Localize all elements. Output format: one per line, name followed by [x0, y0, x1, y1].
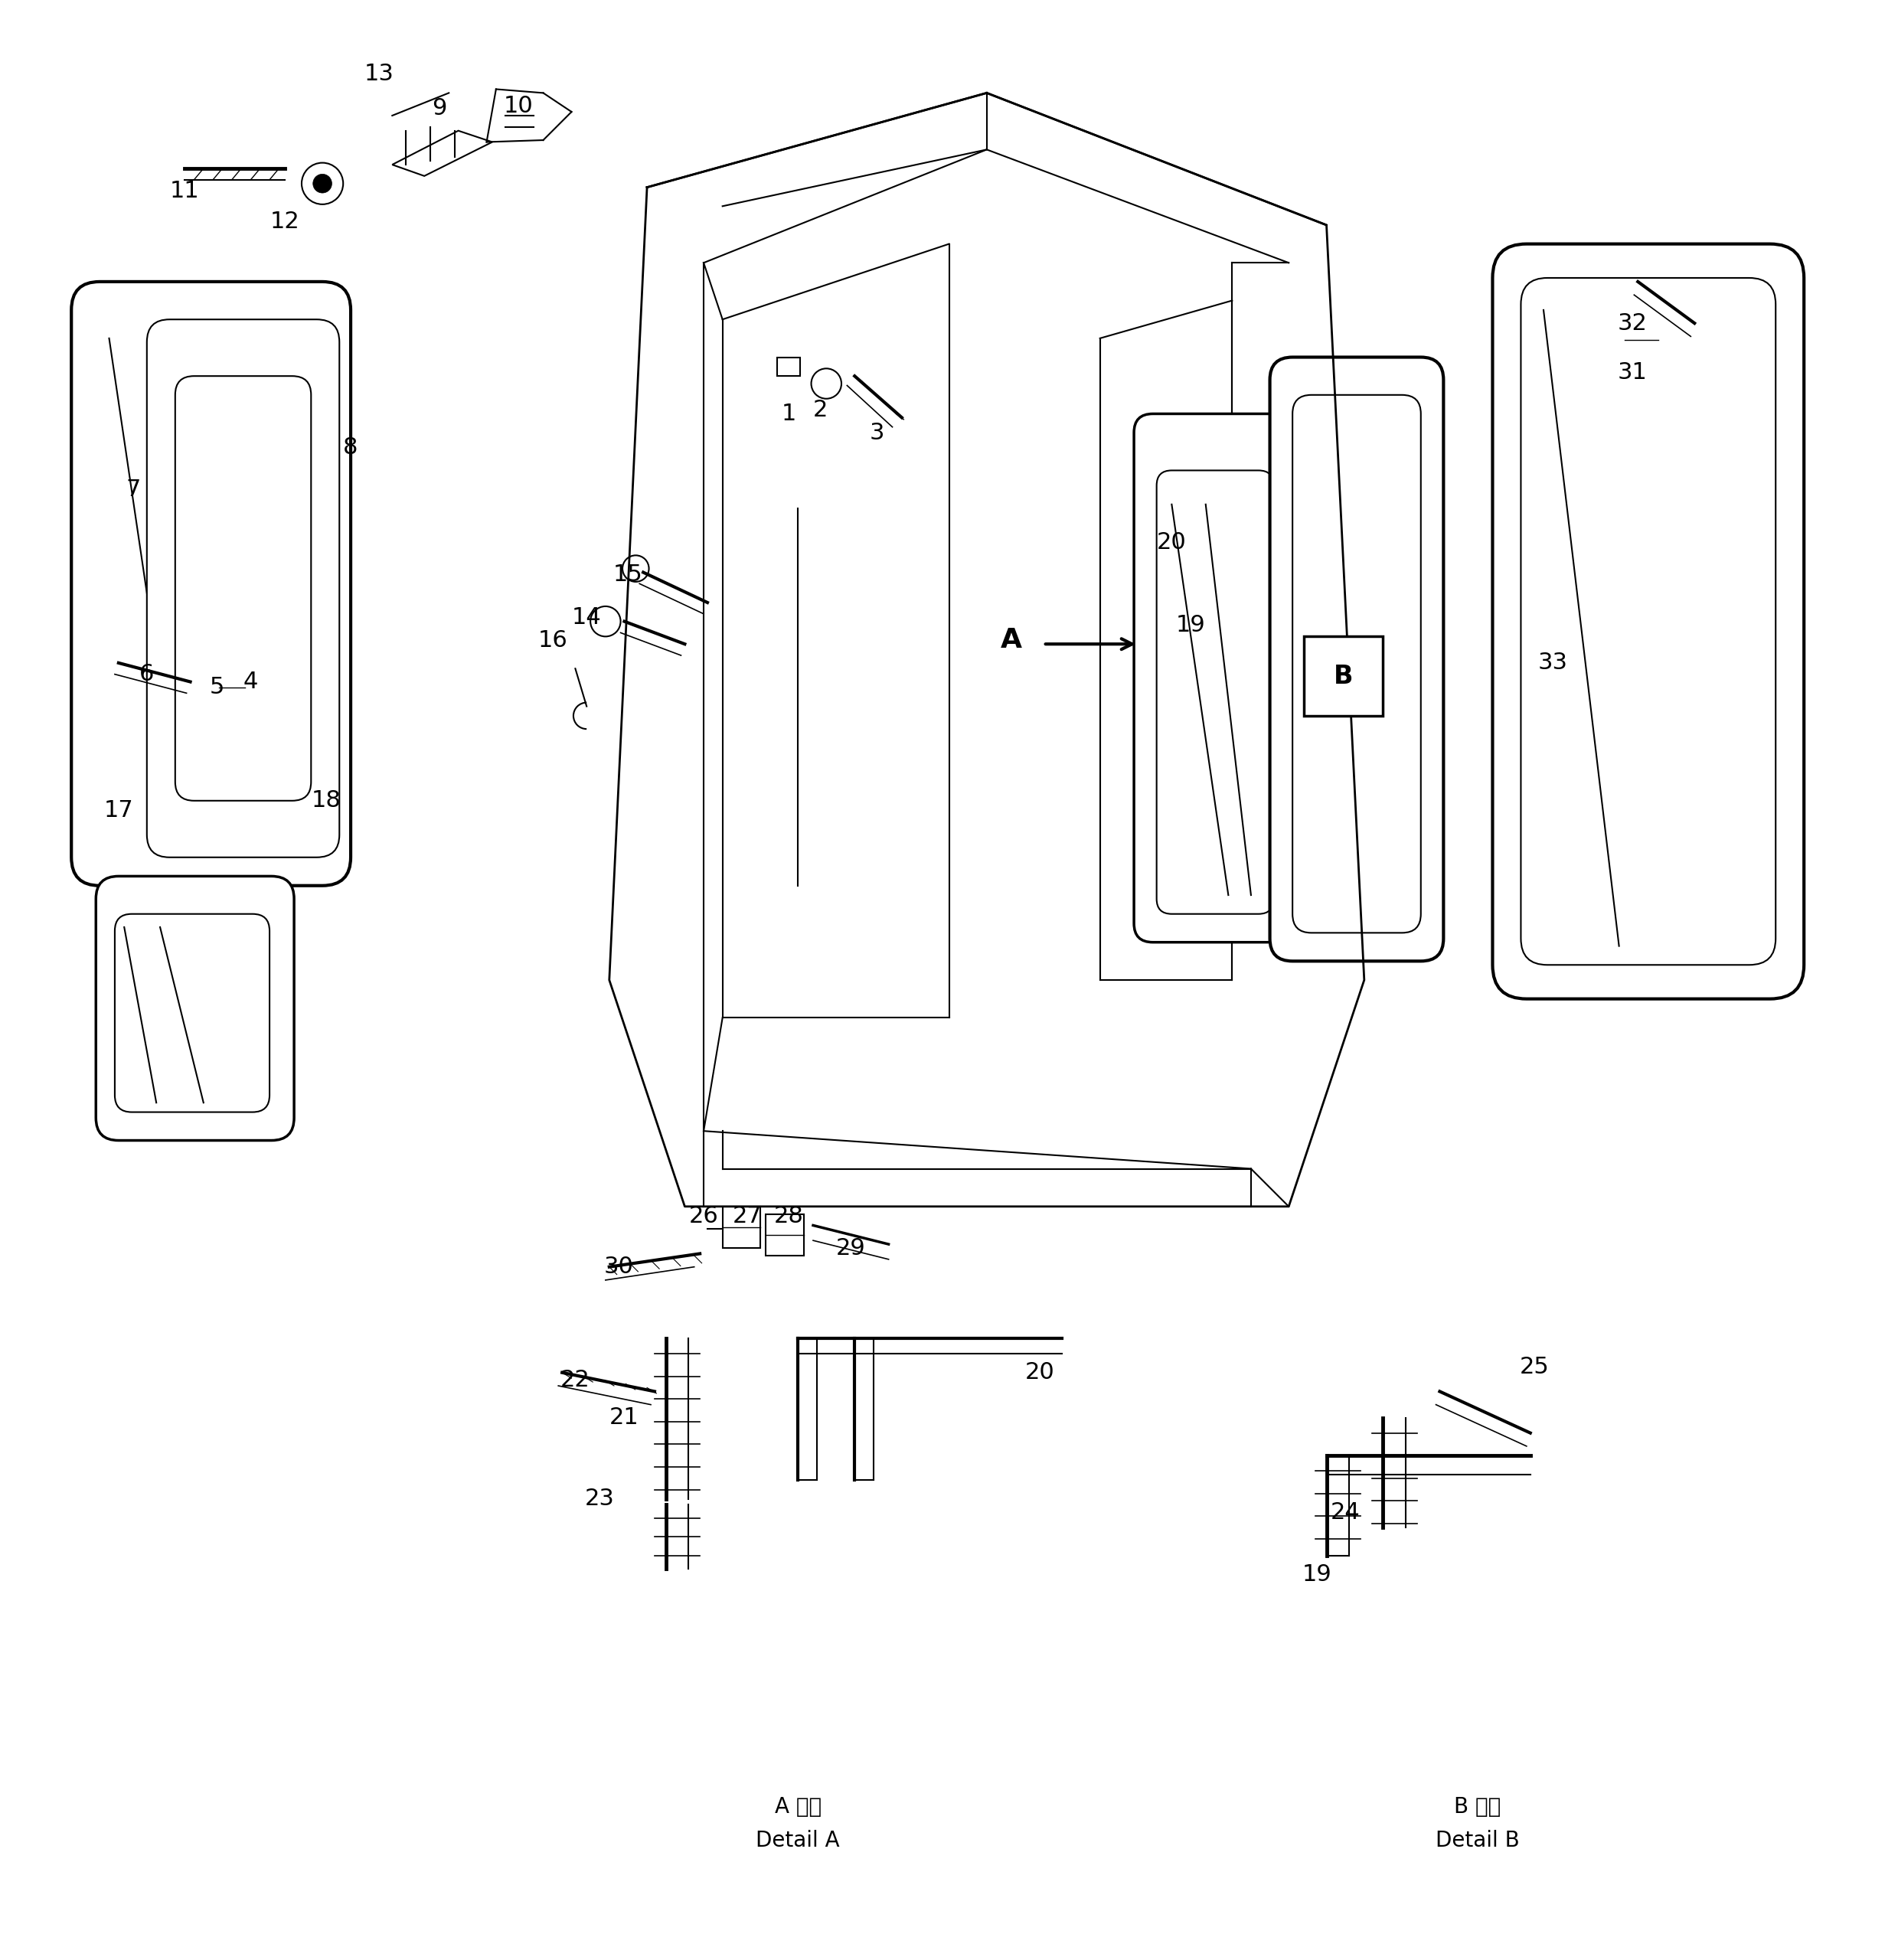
Text: 26: 26 [689, 1205, 719, 1227]
Circle shape [313, 174, 332, 192]
Text: 28: 28 [774, 1205, 803, 1227]
FancyBboxPatch shape [146, 319, 340, 857]
Text: 27: 27 [733, 1205, 761, 1227]
Text: 17: 17 [104, 800, 133, 821]
Text: 12: 12 [270, 210, 300, 233]
FancyBboxPatch shape [175, 376, 311, 802]
Bar [1625, 327, 1659, 353]
Text: 10: 10 [503, 94, 533, 118]
Text: 31: 31 [1617, 361, 1647, 384]
Text: Detail A: Detail A [755, 1831, 841, 1852]
Text: 20: 20 [1158, 531, 1186, 553]
FancyBboxPatch shape [1270, 357, 1444, 960]
Text: 9: 9 [433, 96, 446, 120]
Text: 13: 13 [364, 63, 395, 84]
Text: 8: 8 [344, 437, 359, 459]
Text: 2: 2 [812, 400, 828, 421]
Text: 5: 5 [209, 676, 224, 698]
Text: 6: 6 [139, 662, 154, 686]
Text: B: B [1334, 664, 1353, 688]
Polygon shape [393, 131, 492, 176]
FancyBboxPatch shape [97, 876, 294, 1141]
Text: 25: 25 [1518, 1356, 1549, 1378]
Text: 22: 22 [560, 1368, 590, 1392]
Text: B 詳細: B 詳細 [1454, 1795, 1501, 1817]
Text: 19: 19 [1175, 613, 1205, 637]
Text: 3: 3 [869, 421, 884, 443]
FancyBboxPatch shape [1293, 394, 1422, 933]
Bar [767, 1213, 803, 1256]
FancyBboxPatch shape [1156, 470, 1274, 913]
FancyBboxPatch shape [1492, 243, 1803, 1000]
Text: 20: 20 [1025, 1362, 1055, 1384]
Text: 30: 30 [604, 1256, 634, 1278]
Text: 7: 7 [127, 478, 140, 500]
FancyBboxPatch shape [1520, 278, 1777, 964]
Text: A: A [1000, 627, 1021, 653]
Bar [723, 1207, 761, 1249]
Text: Detail B: Detail B [1435, 1831, 1520, 1852]
Text: 1: 1 [782, 402, 795, 425]
Text: 24: 24 [1330, 1501, 1361, 1523]
Text: 14: 14 [571, 606, 602, 629]
FancyBboxPatch shape [1304, 637, 1384, 715]
Bar [778, 357, 799, 376]
Text: 33: 33 [1537, 653, 1568, 674]
Text: A 詳細: A 詳細 [774, 1795, 822, 1817]
FancyBboxPatch shape [114, 913, 270, 1111]
Text: 32: 32 [1617, 312, 1647, 335]
FancyBboxPatch shape [1133, 414, 1294, 943]
Text: 15: 15 [613, 563, 643, 586]
Text: 21: 21 [609, 1407, 640, 1429]
Text: 23: 23 [585, 1488, 615, 1509]
FancyBboxPatch shape [72, 282, 351, 886]
Text: 16: 16 [537, 629, 568, 651]
Text: 29: 29 [835, 1237, 865, 1258]
Text: 18: 18 [311, 790, 342, 811]
Text: 4: 4 [243, 670, 258, 694]
Text: 11: 11 [169, 180, 199, 202]
Bar [218, 676, 245, 700]
Text: 19: 19 [1302, 1564, 1332, 1586]
